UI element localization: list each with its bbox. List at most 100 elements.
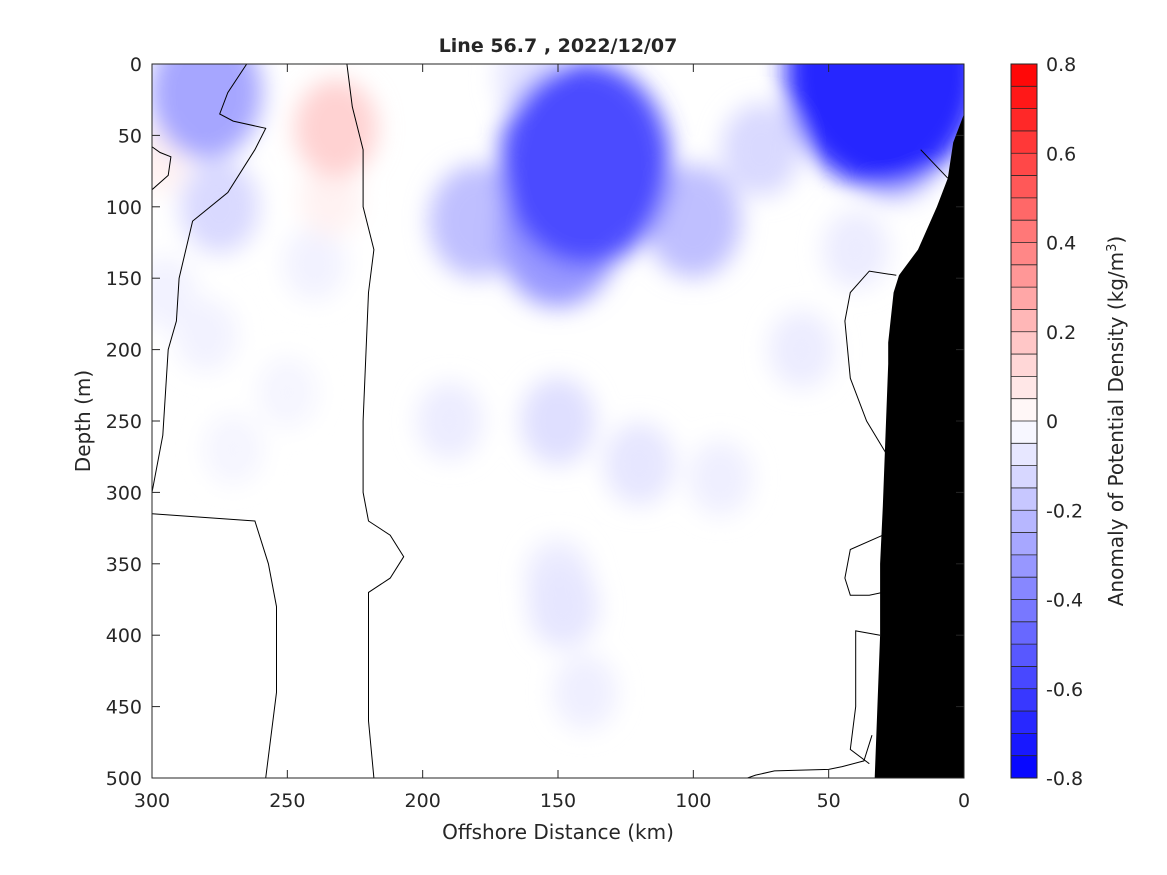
colorbar-segment	[1011, 666, 1037, 690]
anomaly-patch	[175, 298, 238, 372]
colorbar-segment	[1011, 599, 1037, 623]
colorbar-tick-label: 0	[1046, 411, 1058, 433]
colorbar-segment	[1011, 398, 1037, 422]
y-tick-label: 400	[106, 625, 142, 647]
colorbar-tick-label: 0.2	[1046, 322, 1076, 344]
colorbar-segment	[1011, 242, 1037, 266]
y-axis-label: Depth (m)	[71, 370, 95, 472]
x-tick-label: 150	[540, 790, 576, 812]
colorbar-segment	[1011, 376, 1037, 400]
anomaly-patch	[152, 64, 263, 160]
x-tick-label: 50	[817, 790, 841, 812]
x-tick-label: 250	[269, 790, 305, 812]
colorbar-segment	[1011, 621, 1037, 645]
colorbar-segment	[1011, 465, 1037, 489]
y-tick-label: 450	[106, 697, 142, 719]
anomaly-patch	[528, 565, 599, 649]
anomaly-patch	[416, 382, 483, 460]
colorbar-segment	[1011, 554, 1037, 578]
bathymetry-fill	[874, 114, 964, 778]
colorbar-segment	[1011, 644, 1037, 667]
x-tick-label: 0	[958, 790, 970, 812]
zero-contour-line	[920, 149, 949, 179]
x-tick-label: 200	[405, 790, 441, 812]
x-axis: 300 250 200 150 100 50 0	[134, 64, 970, 812]
chart-title: Line 56.7 , 2022/12/07	[439, 35, 678, 57]
colorbar-segment	[1011, 287, 1037, 310]
y-tick-label: 300	[106, 482, 142, 504]
zero-contour-line	[849, 630, 881, 765]
anomaly-patch	[822, 210, 889, 289]
colorbar-segment	[1011, 331, 1037, 355]
zero-contour-line	[152, 146, 172, 191]
colorbar-label: Anomaly of Potential Density (kg/m3)	[1104, 236, 1128, 606]
colorbar-tick-label: -0.2	[1046, 500, 1083, 522]
zero-contour-line	[346, 64, 405, 778]
colorbar-label-suffix: )	[1104, 236, 1128, 244]
colorbar-segment	[1011, 577, 1037, 600]
anomaly-patch	[645, 164, 741, 278]
zero-contour-line	[844, 270, 897, 453]
anomaly-patch	[688, 440, 753, 516]
y-tick-label: 250	[106, 411, 142, 433]
colorbar-segment	[1011, 130, 1037, 154]
x-tick-label: 300	[134, 790, 170, 812]
y-tick-label: 200	[106, 340, 142, 362]
anomaly-field	[152, 64, 964, 731]
colorbar-label-superscript: 3	[1105, 244, 1120, 252]
colorbar-segment	[1011, 354, 1037, 377]
colorbar-segment	[1011, 733, 1037, 757]
anomaly-patch	[299, 163, 362, 237]
y-tick-label: 0	[130, 54, 142, 76]
colorbar-segment	[1011, 309, 1037, 333]
colorbar-segment	[1011, 220, 1037, 243]
anomaly-patch	[499, 64, 671, 266]
y-tick-label: 350	[106, 554, 142, 576]
colorbar-segment	[1011, 64, 1037, 87]
colorbar-tick-label: 0.4	[1046, 233, 1076, 255]
anomaly-patch	[520, 377, 596, 465]
colorbar-segment	[1011, 108, 1037, 132]
colorbar-segment	[1011, 510, 1037, 534]
colorbar-segment	[1011, 175, 1037, 199]
colorbar-segment	[1011, 711, 1037, 734]
colorbar-segment	[1011, 688, 1037, 712]
colorbar-tick-label: -0.8	[1046, 768, 1083, 790]
colorbar-tick-label: -0.4	[1046, 590, 1083, 612]
zero-contour-line	[152, 64, 267, 493]
colorbar-segment	[1011, 532, 1037, 556]
colorbar: -0.8 -0.6 -0.4 -0.2 0 0.2 0.4 0.6 0.8	[1010, 54, 1083, 790]
anomaly-patch	[203, 414, 264, 485]
colorbar-segment	[1011, 443, 1037, 467]
anomaly-patch	[721, 103, 801, 197]
zero-contour-line	[747, 735, 873, 778]
y-tick-label: 500	[106, 768, 142, 790]
colorbar-tick-label: 0.8	[1046, 54, 1076, 76]
y-tick-label: 100	[106, 197, 142, 219]
colorbar-segment	[1011, 153, 1037, 177]
anomaly-patch	[768, 310, 835, 389]
anomaly-patch	[553, 654, 618, 731]
anomaly-patch	[785, 64, 964, 188]
colorbar-tick-label: 0.6	[1046, 143, 1076, 165]
y-axis: 0 50 100 150 200 250 300 350 400 450 500	[106, 54, 964, 790]
anomaly-patch	[180, 160, 259, 254]
colorbar-segment	[1011, 755, 1037, 779]
colorbar-segment	[1011, 86, 1037, 110]
x-axis-label: Offshore Distance (km)	[442, 820, 674, 844]
colorbar-label-text: Anomaly of Potential Density (kg/m	[1104, 252, 1128, 606]
colorbar-segment	[1011, 264, 1037, 288]
plot-area	[152, 64, 964, 778]
anomaly-patch	[257, 357, 318, 428]
x-tick-label: 100	[675, 790, 711, 812]
y-tick-label: 150	[106, 268, 142, 290]
zero-contours	[152, 64, 949, 778]
anomaly-patch	[283, 227, 346, 301]
colorbar-frame	[1010, 63, 1038, 779]
anomaly-patch	[604, 422, 675, 506]
colorbar-tick-label: -0.6	[1046, 679, 1083, 701]
colorbar-segment	[1011, 487, 1037, 511]
anomaly-patch	[294, 79, 378, 178]
colorbar-segment	[1011, 197, 1037, 221]
